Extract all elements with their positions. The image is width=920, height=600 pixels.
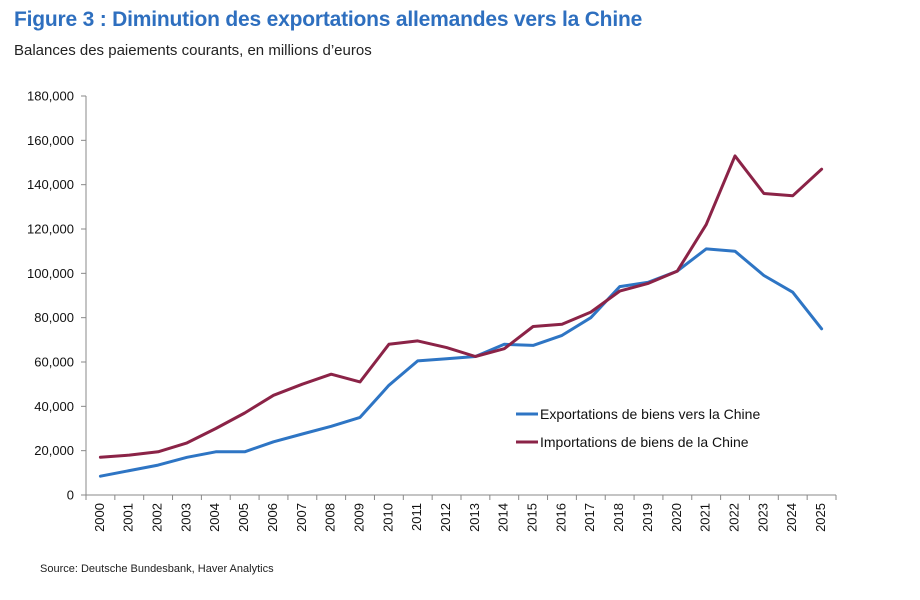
x-tick-label: 2004 [207, 503, 222, 532]
x-tick-label: 2001 [121, 503, 136, 532]
x-tick-label: 2024 [784, 503, 799, 532]
y-tick-label: 140,000 [27, 177, 74, 192]
x-axis-ticks: 2000 2001 2002 2003 2004 2005 2006 2007 2008 2009… [85, 495, 837, 532]
x-tick-label: 2009 [351, 503, 366, 532]
y-tick-label: 0 [67, 488, 74, 503]
x-tick-label: 2013 [467, 503, 482, 532]
chart-legend: Exportations de biens vers la Chine Impor… [516, 406, 760, 450]
y-tick-label: 100,000 [27, 266, 74, 281]
x-tick-label: 2012 [438, 503, 453, 532]
x-tick-label: 2003 [178, 503, 193, 532]
x-tick-label: 2010 [380, 503, 395, 532]
x-tick-label: 2016 [553, 503, 568, 532]
y-tick-label: 160,000 [27, 133, 74, 148]
x-tick-label: 2017 [582, 503, 597, 532]
legend-label: Importations de biens de la Chine [540, 434, 749, 450]
x-tick-label: 2006 [265, 503, 280, 532]
x-tick-label: 2021 [698, 503, 713, 532]
x-tick-label: 2002 [150, 503, 165, 532]
x-tick-label: 2022 [726, 503, 741, 532]
x-tick-label: 2011 [409, 503, 424, 531]
x-tick-label: 2025 [813, 503, 828, 532]
y-tick-label: 120,000 [27, 222, 74, 237]
y-tick-label: 80,000 [34, 310, 74, 325]
x-tick-label: 2023 [755, 503, 770, 532]
x-tick-label: 2018 [611, 503, 626, 532]
y-axis-ticks: 0 20,000 40,000 60,000 80,000 100,000 120,000 1… [27, 89, 86, 503]
series-line-2 [98, 154, 824, 459]
y-tick-label: 20,000 [34, 443, 74, 458]
chart-subtitle: Balances des paiements courants, en mill… [14, 42, 372, 59]
y-tick-label: 60,000 [34, 355, 74, 370]
series-line-1 [98, 247, 824, 478]
x-tick-label: 2014 [496, 503, 511, 532]
series-lines [98, 154, 824, 478]
y-tick-label: 40,000 [34, 399, 74, 414]
x-tick-label: 2015 [525, 503, 540, 532]
x-tick-label: 2020 [669, 503, 684, 532]
x-tick-label: 2000 [92, 503, 107, 532]
legend-label: Exportations de biens vers la Chine [540, 406, 760, 422]
chart-title: Figure 3 : Diminution des exportations a… [14, 8, 643, 31]
x-tick-label: 2007 [294, 503, 309, 532]
x-tick-label: 2019 [640, 503, 655, 532]
x-tick-label: 2005 [236, 503, 251, 532]
y-tick-label: 180,000 [27, 89, 74, 104]
source-note: Source: Deutsche Bundesbank, Haver Analy… [40, 563, 274, 575]
x-tick-label: 2008 [323, 503, 338, 532]
